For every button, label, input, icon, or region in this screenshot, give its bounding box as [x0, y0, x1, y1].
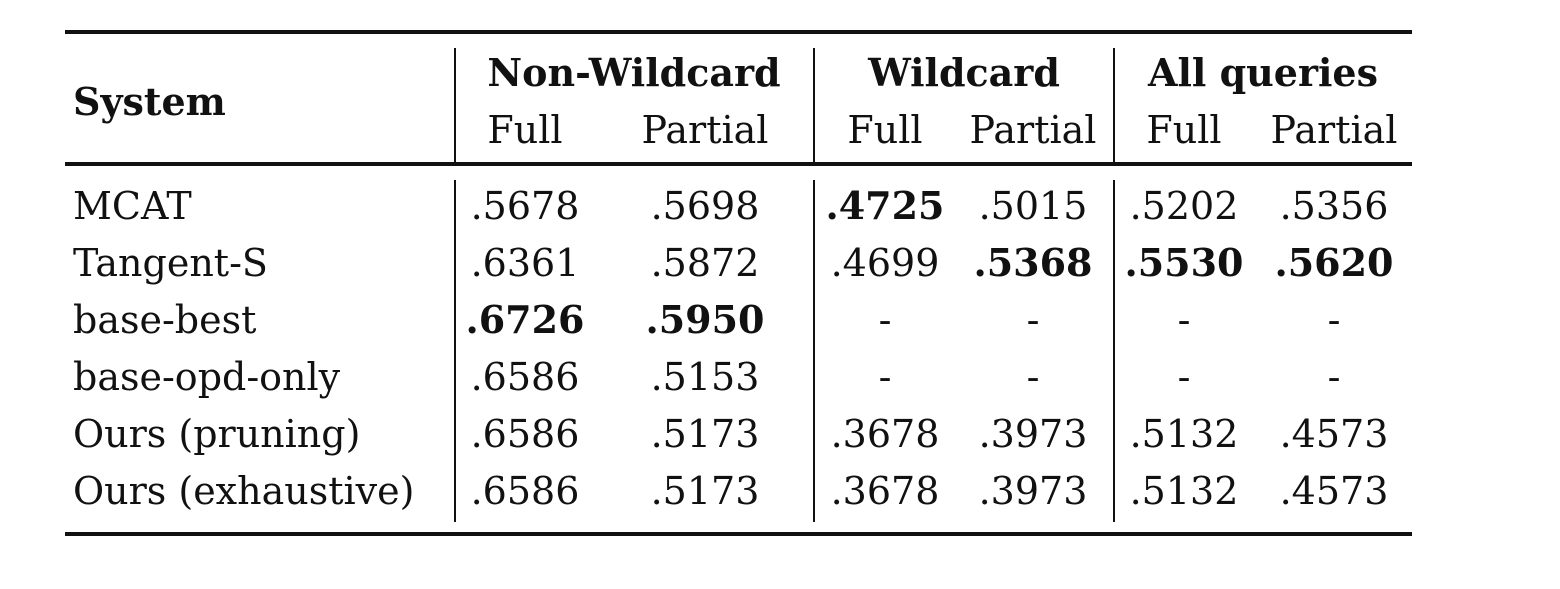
score-cell: .3973: [978, 412, 1088, 456]
column-separator: [454, 48, 456, 162]
system-header: System: [73, 79, 226, 124]
subheader-full: Full: [1146, 108, 1222, 152]
score-cell: -: [878, 298, 892, 342]
score-cell: .5132: [1129, 469, 1239, 513]
score-cell: .5368: [973, 240, 1093, 285]
score-cell: .6361: [470, 241, 580, 285]
score-cell: .5132: [1129, 412, 1239, 456]
score-cell: -: [1327, 355, 1341, 399]
score-cell: .3973: [978, 469, 1088, 513]
score-cell: .5530: [1124, 240, 1244, 285]
score-cell: .5173: [650, 469, 760, 513]
score-cell: .6586: [470, 355, 580, 399]
subheader-partial: Partial: [1270, 108, 1398, 152]
group-header-non-wildcard: Non-Wildcard: [487, 50, 781, 95]
group-header-wildcard: Wildcard: [868, 50, 1060, 95]
score-cell: .5153: [650, 355, 760, 399]
column-separator: [813, 48, 815, 162]
score-cell: .3678: [830, 469, 940, 513]
score-cell: .3678: [830, 412, 940, 456]
system-name-cell: Ours (pruning): [73, 412, 361, 456]
score-cell: -: [1177, 298, 1191, 342]
score-cell: .4573: [1279, 469, 1389, 513]
column-separator: [813, 180, 815, 522]
system-name-cell: base-opd-only: [73, 355, 341, 399]
score-cell: .4699: [830, 241, 940, 285]
system-name-cell: base-best: [73, 298, 257, 342]
score-cell: -: [1026, 298, 1040, 342]
score-cell: .5950: [645, 297, 765, 342]
score-cell: .5173: [650, 412, 760, 456]
group-header-all-queries: All queries: [1148, 50, 1378, 95]
system-name-cell: Ours (exhaustive): [73, 469, 415, 513]
score-cell: -: [878, 355, 892, 399]
subheader-partial: Partial: [641, 108, 769, 152]
score-cell: .5015: [978, 184, 1088, 228]
column-separator: [1113, 180, 1115, 522]
subheader-full: Full: [847, 108, 923, 152]
score-cell: .5698: [650, 184, 760, 228]
score-cell: .4573: [1279, 412, 1389, 456]
subheader-full: Full: [487, 108, 563, 152]
score-cell: -: [1026, 355, 1040, 399]
column-separator: [454, 180, 456, 522]
column-separator: [1113, 48, 1115, 162]
score-cell: .6586: [470, 469, 580, 513]
score-cell: .5356: [1279, 184, 1389, 228]
score-cell: .6726: [465, 297, 585, 342]
score-cell: .5678: [470, 184, 580, 228]
subheader-partial: Partial: [969, 108, 1097, 152]
score-cell: .6586: [470, 412, 580, 456]
system-name-cell: Tangent-S: [73, 241, 268, 285]
bottom-rule: [65, 532, 1412, 536]
score-cell: .5202: [1129, 184, 1239, 228]
score-cell: .5872: [650, 241, 760, 285]
score-cell: -: [1327, 298, 1341, 342]
score-cell: .5620: [1274, 240, 1394, 285]
system-name-cell: MCAT: [73, 184, 192, 228]
score-cell: .4725: [825, 183, 945, 228]
score-cell: -: [1177, 355, 1191, 399]
header-rule: [65, 162, 1412, 166]
top-rule: [65, 30, 1412, 34]
